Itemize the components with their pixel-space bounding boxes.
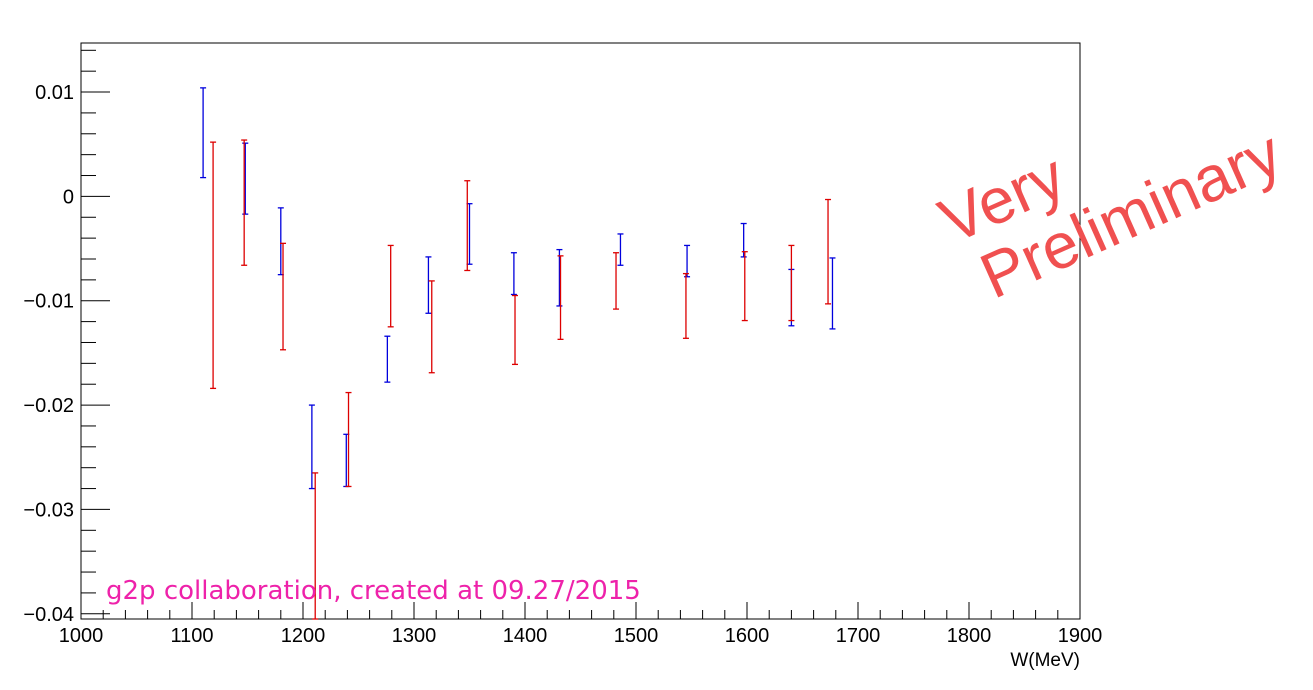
data-point	[241, 139, 248, 266]
data-point	[384, 335, 391, 383]
x-tick-label: 1100	[170, 625, 213, 647]
data-point	[510, 252, 517, 296]
data-point	[741, 251, 748, 322]
data-point	[613, 252, 620, 310]
data-point	[280, 242, 287, 351]
x-axis-title: W(MeV)	[1010, 650, 1080, 671]
y-axis-ticks	[81, 49, 110, 615]
data-point	[788, 244, 795, 322]
credit-annotation: g2p collaboration, created at 09.27/2015	[106, 576, 641, 606]
x-tick-label: 1800	[947, 625, 992, 647]
data-series	[200, 87, 836, 620]
plot-frame	[80, 42, 1081, 620]
x-axis-ticks	[80, 602, 1081, 619]
x-tick-label: 1600	[725, 625, 770, 647]
y-axis-tick-labels: −0.04 −0.03 −0.02 −0.01 0 0.01	[23, 82, 74, 626]
data-point	[829, 257, 836, 330]
data-point	[617, 233, 624, 266]
data-point	[682, 272, 689, 339]
x-tick-label: 1700	[836, 625, 881, 647]
y-tick-label: 0.01	[35, 82, 74, 104]
data-point	[345, 391, 352, 488]
x-tick-label: 1900	[1058, 625, 1103, 647]
data-point	[387, 244, 394, 328]
y-tick-label: 0	[63, 186, 74, 208]
data-point	[425, 256, 432, 314]
data-point	[512, 294, 519, 366]
data-point	[825, 198, 832, 305]
x-tick-label: 1300	[392, 625, 437, 647]
series-blue	[200, 87, 836, 490]
data-point	[557, 255, 564, 340]
data-point	[308, 404, 315, 490]
y-tick-label: −0.03	[23, 499, 74, 521]
data-point	[684, 244, 691, 278]
y-tick-label: −0.04	[23, 604, 74, 626]
data-point	[556, 248, 563, 307]
y-tick-label: −0.02	[23, 395, 74, 417]
data-point	[428, 280, 435, 374]
data-point	[210, 141, 217, 390]
y-tick-label: −0.01	[23, 291, 74, 313]
x-tick-label: 1200	[281, 625, 326, 647]
preliminary-watermark: Very Preliminary	[929, 116, 1292, 312]
x-axis-tick-labels: 1000 1100 1200 1300 1400 1500 1600 1700 1800 1900	[59, 625, 1103, 647]
data-point	[464, 180, 471, 272]
data-point	[200, 87, 207, 179]
data-point	[242, 142, 249, 215]
x-tick-label: 1400	[503, 625, 548, 647]
x-tick-label: 1500	[614, 625, 659, 647]
x-tick-label: 1000	[59, 625, 104, 647]
data-point	[312, 472, 319, 620]
series-red	[210, 139, 832, 620]
